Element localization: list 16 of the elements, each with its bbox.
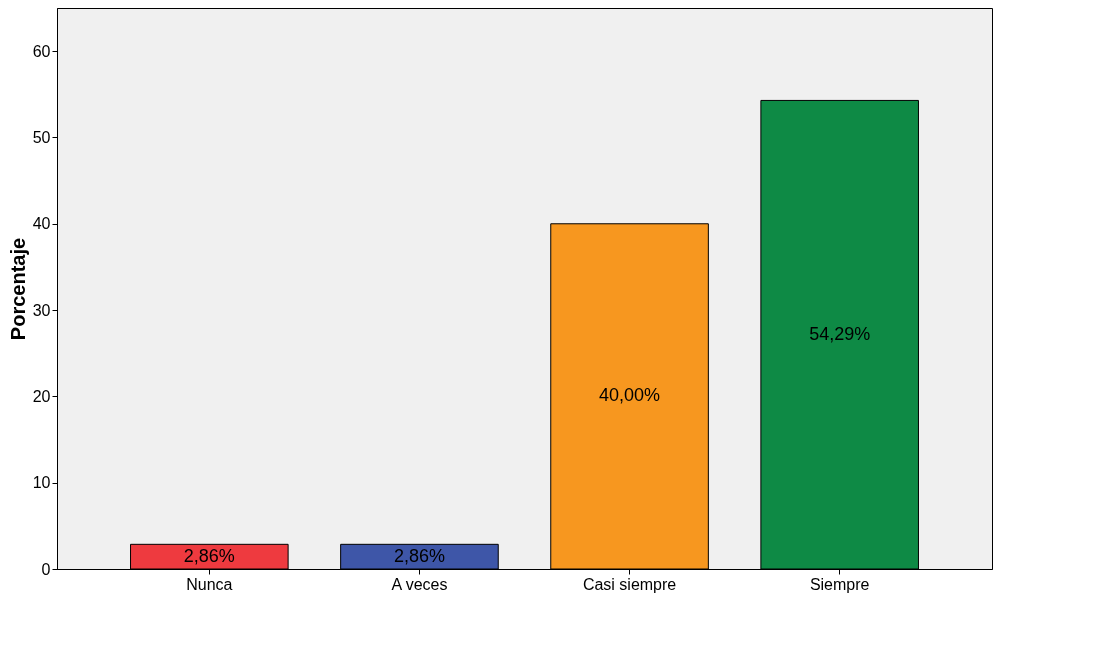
x-tick-label: Siempre [809, 575, 870, 593]
y-tick-label: 0 [41, 560, 51, 578]
data-label: 40,00% [599, 385, 661, 406]
y-tick-label: 10 [32, 474, 51, 492]
x-tick-label: Casi siempre [582, 575, 677, 593]
data-label: 2,86% [183, 545, 235, 566]
y-tick-label: 50 [32, 128, 51, 146]
y-tick-label: 40 [32, 215, 51, 233]
y-tick-label: 60 [32, 42, 51, 60]
y-tick-label: 20 [32, 387, 51, 405]
data-label: 54,29% [809, 323, 871, 344]
data-label: 2,86% [393, 545, 445, 566]
x-tick-label: A veces [391, 575, 448, 593]
y-axis-title: Porcentaje [6, 237, 29, 341]
y-tick-label: 30 [32, 301, 51, 319]
x-tick-label: Nunca [186, 575, 233, 593]
